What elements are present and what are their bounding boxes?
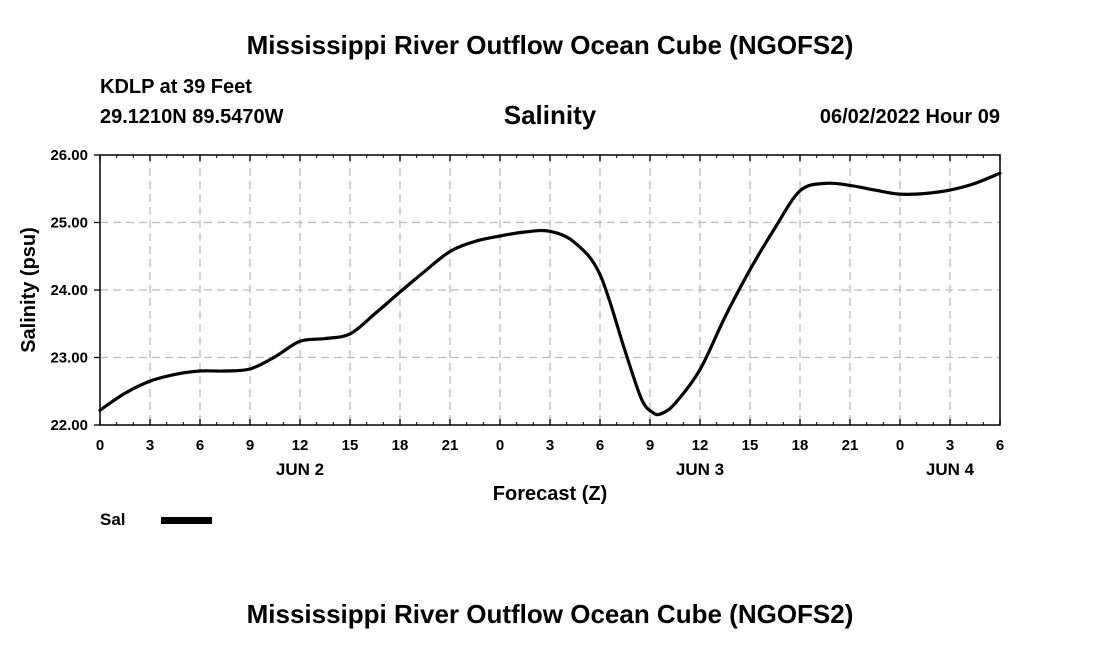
- grid-lines: [100, 155, 1000, 425]
- y-axis-label: Salinity (psu): [18, 227, 40, 353]
- chart-subtitle: Salinity: [503, 100, 597, 130]
- y-tick-labels: 22.00 23.00 24.00 25.00 26.00: [50, 147, 88, 434]
- x-tick-label: 0: [96, 437, 104, 454]
- forecast-timestamp: 06/02/2022 Hour 09: [819, 106, 1000, 128]
- legend-label: Sal: [100, 510, 126, 529]
- x-tick-label: 12: [692, 437, 709, 454]
- x-tick-label: 18: [792, 437, 809, 454]
- x-tick-label: 12: [292, 437, 309, 454]
- x-tick-label: 6: [196, 437, 204, 454]
- salinity-line: [98, 171, 1002, 417]
- day-labels: JUN 2 JUN 3 JUN 4: [276, 460, 975, 479]
- x-tick-label: 15: [742, 437, 759, 454]
- station-label: KDLP at 39 Feet: [100, 76, 252, 98]
- x-tick-label: 3: [546, 437, 554, 454]
- x-tick-label: 6: [996, 437, 1004, 454]
- x-tick-label: 21: [442, 437, 459, 454]
- y-tick-label: 24.00: [50, 282, 88, 299]
- legend-swatch: [161, 517, 212, 524]
- x-tick-labels: 0 3 6 9 12 15 18 21 0 3 6 9 12 15 18 21 0 3 6: [96, 437, 1004, 454]
- y-tick-label: 22.00: [50, 417, 88, 434]
- chart-title: Mississippi River Outflow Ocean Cube (NG…: [246, 30, 854, 60]
- station-coordinates: 29.1210N 89.5470W: [100, 106, 284, 128]
- x-axis-label: Forecast (Z): [493, 483, 607, 505]
- x-tick-label: 0: [496, 437, 504, 454]
- x-tick-label: 15: [342, 437, 359, 454]
- day-label: JUN 3: [676, 460, 724, 479]
- y-tick-label: 23.00: [50, 350, 88, 367]
- day-label: JUN 4: [926, 460, 975, 479]
- x-tick-label: 9: [246, 437, 254, 454]
- y-tick-label: 26.00: [50, 147, 88, 164]
- x-tick-label: 3: [146, 437, 154, 454]
- x-tick-label: 21: [842, 437, 859, 454]
- x-tick-label: 18: [392, 437, 409, 454]
- axis-ticks: [94, 154, 1001, 426]
- y-tick-label: 25.00: [50, 215, 88, 232]
- footer-title: Mississippi River Outflow Ocean Cube (NG…: [246, 599, 854, 629]
- day-label: JUN 2: [276, 460, 324, 479]
- x-tick-label: 0: [896, 437, 904, 454]
- x-tick-label: 6: [596, 437, 604, 454]
- x-tick-label: 3: [946, 437, 954, 454]
- x-tick-label: 9: [646, 437, 654, 454]
